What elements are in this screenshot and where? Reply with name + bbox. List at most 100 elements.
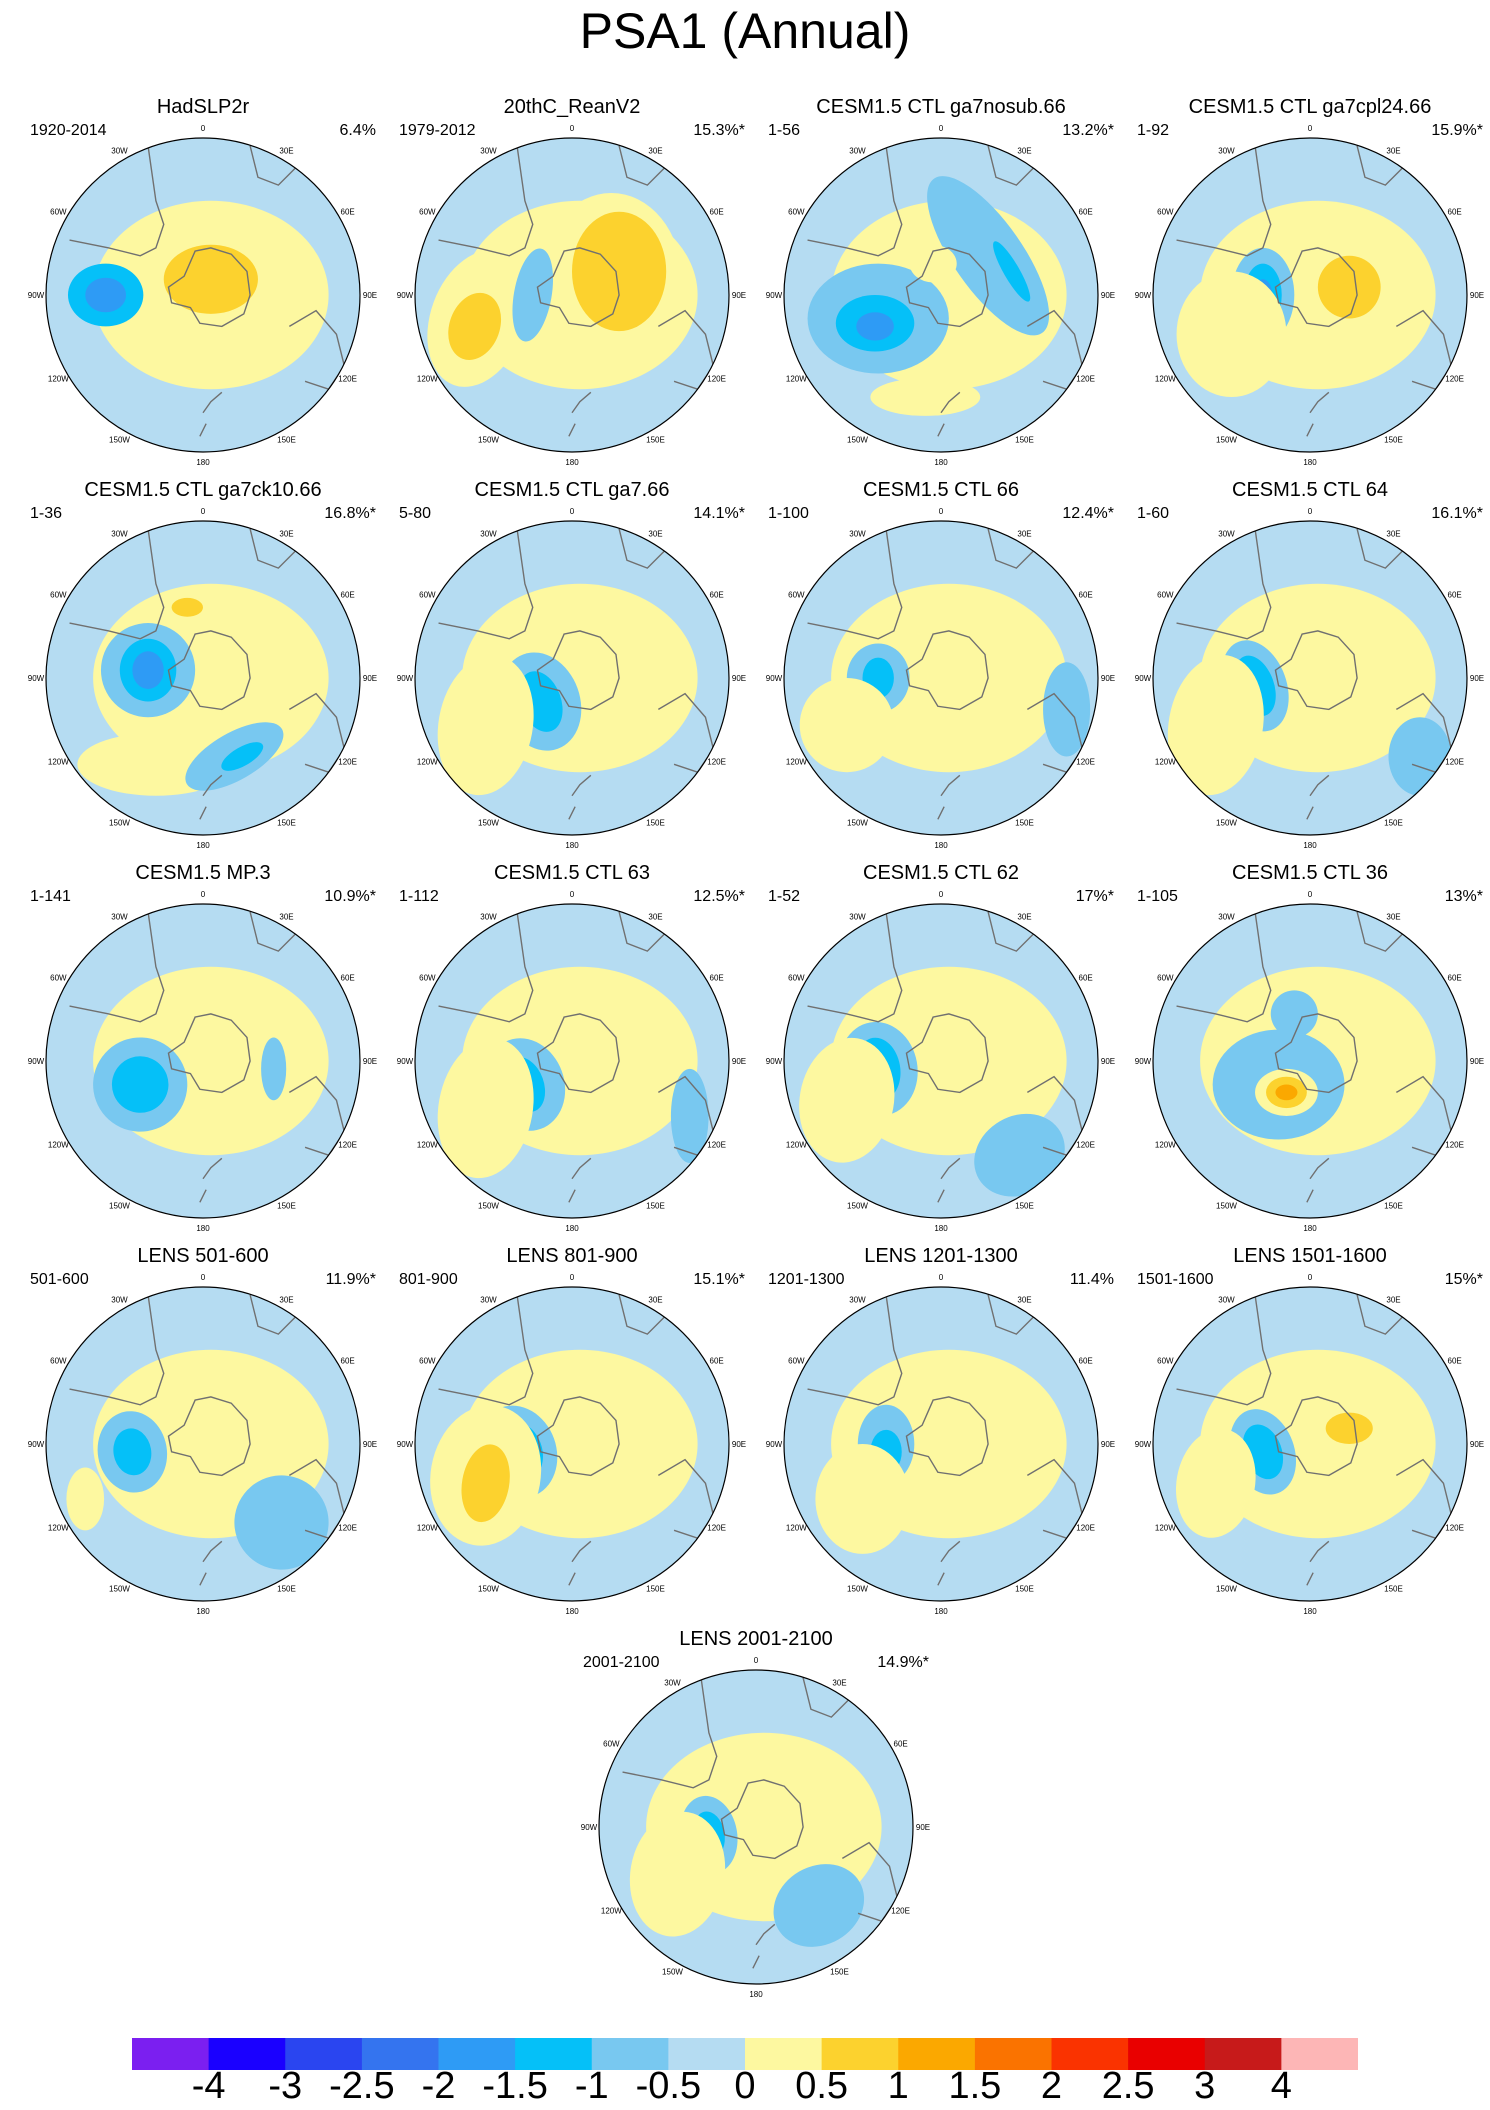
colorbar <box>132 2038 1358 2070</box>
colorbar-swatch <box>1051 2038 1129 2070</box>
panel-title: CESM1.5 MP.3 <box>135 862 271 884</box>
anomaly-contour <box>1275 1084 1298 1101</box>
coastlines <box>807 1294 1084 1586</box>
colorbar-tick-label: 2.5 <box>1101 2065 1155 2107</box>
anomaly-contour <box>773 1864 865 1947</box>
longitude-label: 180 <box>565 1607 579 1616</box>
new-zealand-coastline <box>568 1540 592 1586</box>
map-border <box>1152 137 1468 453</box>
panel-title: LENS 1201-1300 <box>864 1245 1018 1267</box>
antarctica-coastline <box>167 247 251 328</box>
colorbar-tick-label: 1 <box>887 2065 909 2107</box>
south-america-coastline <box>438 1294 534 1406</box>
south-america-coastline <box>807 1294 903 1406</box>
longitude-label: 60E <box>1448 591 1462 600</box>
longitude-label: 150W <box>847 819 868 828</box>
longitude-label: 120W <box>1155 758 1176 767</box>
longitude-label: 150W <box>847 1202 868 1211</box>
anomaly-contour <box>909 244 957 283</box>
longitude-label: 30W <box>111 529 128 538</box>
polar-map: 0 30E 60E 90E 120E 150E 180 150W 120W 90W 60W 30W <box>1135 890 1484 1233</box>
longitude-label: 90E <box>1470 1440 1484 1449</box>
longitude-label: 30W <box>849 146 866 155</box>
longitude-label: 150W <box>1216 436 1237 445</box>
polar-map: 0 30E 60E 90E 120E 150E 180 150W 120W 90W 60W 30W <box>1135 507 1484 850</box>
longitude-label: 0 <box>570 1273 575 1282</box>
longitude-label: 150E <box>646 1202 665 1211</box>
map-panel: CESM1.5 CTL 36 1-105 13%* 0 30E 60E 90E 120E 150… <box>1125 861 1490 1236</box>
panel-title: CESM1.5 CTL 62 <box>863 862 1019 884</box>
colorbar-swatch <box>285 2038 363 2070</box>
panel-variance: 14.1%* <box>693 505 745 522</box>
longitude-label: 60E <box>341 591 355 600</box>
longitude-label: 30E <box>1017 1295 1031 1304</box>
australia-coastline <box>841 1841 899 1923</box>
longitude-label: 150E <box>1384 819 1403 828</box>
longitude-label: 150E <box>1384 1202 1403 1211</box>
map-border <box>1152 1286 1468 1602</box>
africa-coastline <box>1356 911 1405 952</box>
coastlines <box>1176 145 1453 437</box>
panel-period: 2001-2100 <box>583 1654 660 1671</box>
longitude-label: 30E <box>1386 146 1400 155</box>
africa-coastline <box>618 528 667 569</box>
panel-period: 1-52 <box>768 888 801 905</box>
australia-coastline <box>1026 692 1084 774</box>
colorbar-swatch <box>974 2038 1052 2070</box>
longitude-label: 90W <box>28 1057 45 1066</box>
map-border <box>783 520 1099 836</box>
australia-coastline <box>657 1075 715 1157</box>
africa-coastline <box>249 145 298 186</box>
polar-map: 0 30E 60E 90E 120E 150E 180 150W 120W 90W 60W 30W <box>28 507 377 850</box>
map-border <box>1152 903 1468 1219</box>
panel-period: 801-900 <box>399 1271 458 1288</box>
anomaly-contour <box>437 1038 534 1179</box>
longitude-label: 120W <box>1155 375 1176 384</box>
longitude-label: 60E <box>1448 1357 1462 1366</box>
polar-map: 0 30E 60E 90E 120E 150E 180 150W 120W 90W 60W 30W <box>766 890 1115 1233</box>
anomaly-contour <box>993 241 1031 302</box>
longitude-label: 150W <box>478 436 499 445</box>
south-america-coastline <box>1176 1294 1272 1406</box>
colorbar-swatch <box>1128 2038 1206 2070</box>
longitude-label: 150W <box>847 1585 868 1594</box>
new-zealand-coastline <box>1306 1157 1330 1203</box>
longitude-label: 150W <box>109 1585 130 1594</box>
antarctica-coastline <box>536 1013 620 1094</box>
panel-variance: 15%* <box>1444 1271 1483 1288</box>
anomaly-contour <box>799 1037 895 1163</box>
colorbar-swatch <box>668 2038 746 2070</box>
longitude-label: 0 <box>570 507 575 516</box>
polar-map: 0 30E 60E 90E 120E 150E 180 150W 120W 90W 60W 30W <box>581 1656 930 1999</box>
longitude-label: 120E <box>338 1141 357 1150</box>
anomaly-contour <box>512 248 554 342</box>
colorbar-swatch <box>132 2038 210 2070</box>
anomaly-contour <box>1368 1006 1425 1054</box>
longitude-label: 30W <box>480 146 497 155</box>
anomaly-contour <box>901 607 1012 702</box>
longitude-label: 180 <box>934 1224 948 1233</box>
colorbar-swatch <box>1281 2038 1358 2070</box>
south-america-coastline <box>438 911 534 1023</box>
map-panel: HadSLP2r 1920-2014 6.4% 0 30E 60E 90E 120E 150E 1… <box>18 95 388 470</box>
new-zealand-coastline <box>752 1923 776 1969</box>
africa-coastline <box>987 145 1036 186</box>
longitude-label: 90W <box>766 1440 783 1449</box>
longitude-label: 150E <box>1384 436 1403 445</box>
longitude-label: 60E <box>1079 591 1093 600</box>
coastlines <box>1176 1294 1453 1586</box>
longitude-label: 120E <box>707 375 726 384</box>
page-title: PSA1 (Annual) <box>579 3 911 59</box>
colorbar-tick-label: -1.5 <box>482 2065 548 2107</box>
longitude-label: 120W <box>601 1907 622 1916</box>
australia-coastline <box>657 692 715 774</box>
map-panel: CESM1.5 CTL ga7nosub.66 1-56 13.2%* 0 30E 60E… <box>756 95 1126 470</box>
australia-coastline <box>288 692 346 774</box>
longitude-label: 120E <box>1445 1524 1464 1533</box>
longitude-label: 60W <box>1157 1357 1174 1366</box>
longitude-label: 30E <box>1017 912 1031 921</box>
antarctica-coastline <box>905 247 989 328</box>
longitude-label: 60W <box>788 591 805 600</box>
coastlines <box>438 1294 715 1586</box>
panel-title: LENS 501-600 <box>137 1245 269 1267</box>
